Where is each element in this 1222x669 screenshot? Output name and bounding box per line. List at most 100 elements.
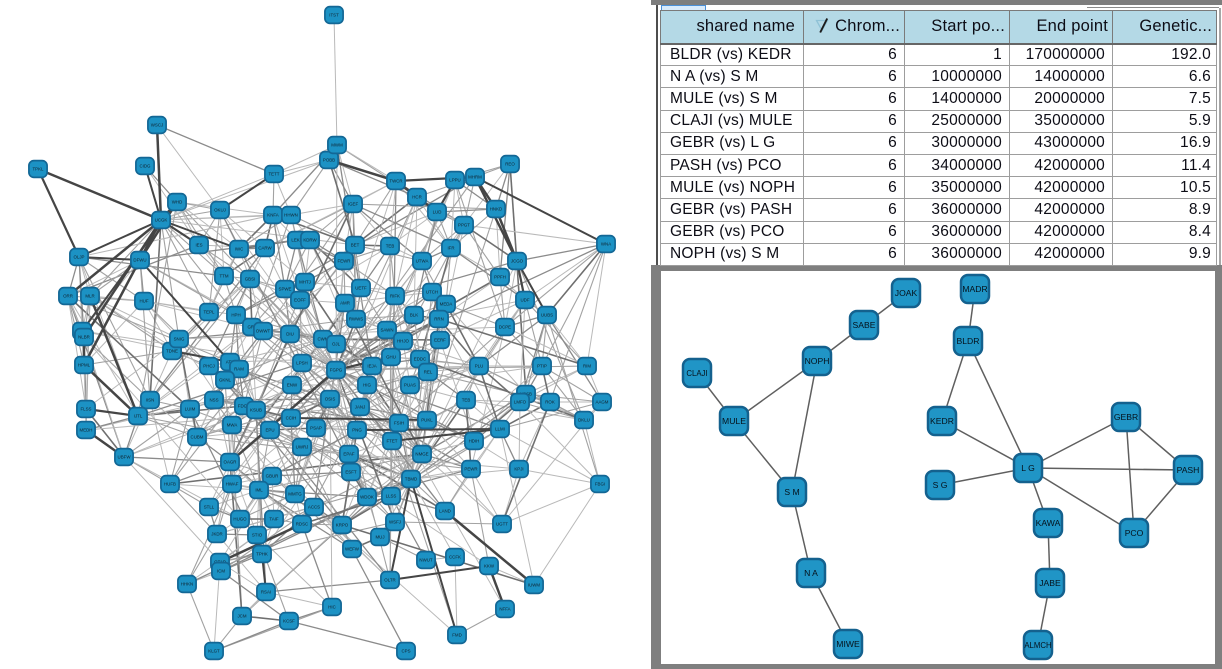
- svg-text:KKW: KKW: [484, 564, 495, 569]
- svg-text:LUIM: LUIM: [185, 407, 196, 412]
- svg-text:GEBR: GEBR: [1114, 412, 1138, 422]
- svg-text:IES: IES: [195, 243, 202, 248]
- svg-text:IWC: IWC: [235, 247, 244, 252]
- svg-text:RRN: RRN: [434, 317, 444, 322]
- svg-text:FGPG: FGPG: [330, 368, 343, 373]
- svg-text:CARW: CARW: [258, 246, 272, 251]
- svg-text:AAGM: AAGM: [596, 400, 609, 405]
- svg-text:NWUT: NWUT: [419, 558, 432, 563]
- svg-text:IJTL: IJTL: [134, 414, 143, 419]
- svg-text:TEB: TEB: [462, 398, 471, 403]
- svg-text:LLMI: LLMI: [495, 427, 505, 432]
- svg-text:CLAJI: CLAJI: [686, 369, 707, 378]
- svg-text:JANJ: JANJ: [355, 405, 366, 410]
- svg-text:CIDG: CIDG: [140, 164, 152, 169]
- svg-text:NSS: NSS: [209, 398, 218, 403]
- svg-text:JOAK: JOAK: [895, 288, 918, 298]
- svg-text:PASH: PASH: [1177, 465, 1200, 475]
- svg-text:UUBS: UUBS: [541, 313, 553, 318]
- svg-text:MEDH: MEDH: [80, 428, 93, 433]
- svg-text:MWA: MWA: [227, 423, 238, 428]
- svg-text:MUJ: MUJ: [375, 535, 384, 540]
- svg-text:TEB: TEB: [386, 244, 395, 249]
- svg-text:CCFK: CCFK: [449, 555, 461, 560]
- svg-text:IML: IML: [255, 488, 263, 493]
- svg-text:GBSI: GBSI: [245, 277, 256, 282]
- svg-text:MLR: MLR: [85, 294, 94, 299]
- svg-text:UETF: UETF: [355, 286, 367, 291]
- svg-text:FTET: FTET: [387, 439, 398, 444]
- svg-text:LPSH: LPSH: [296, 361, 307, 366]
- svg-text:N A: N A: [804, 568, 818, 578]
- svg-text:MMTG: MMTG: [288, 492, 302, 497]
- svg-text:MEDA: MEDA: [440, 302, 453, 307]
- svg-text:DIU: DIU: [286, 332, 294, 337]
- svg-text:PUKL: PUKL: [421, 418, 433, 423]
- svg-text:HHWN: HHWN: [284, 213, 298, 218]
- svg-text:PPGT: PPGT: [458, 223, 470, 228]
- svg-text:MADR: MADR: [962, 284, 987, 294]
- svg-text:GHU: GHU: [386, 355, 396, 360]
- svg-text:WDOK: WDOK: [360, 495, 374, 500]
- svg-text:S G: S G: [933, 480, 948, 490]
- svg-text:KNFA: KNFA: [267, 213, 279, 218]
- svg-text:HCR: HCR: [412, 195, 422, 200]
- svg-text:UCGK: UCGK: [155, 218, 168, 223]
- svg-text:EERF: EERF: [434, 338, 446, 343]
- svg-text:HUFB: HUFB: [164, 482, 176, 487]
- svg-text:HNKD: HNKD: [490, 207, 502, 212]
- svg-text:TPHK: TPHK: [256, 552, 268, 557]
- svg-text:IISN: IISN: [146, 398, 155, 403]
- svg-text:HUF: HUF: [139, 299, 148, 304]
- svg-text:TEPL: TEPL: [204, 310, 216, 315]
- svg-text:LLSS: LLSS: [386, 494, 397, 499]
- svg-text:IGEF: IGEF: [348, 202, 359, 207]
- svg-text:RIM: RIM: [583, 364, 591, 369]
- svg-text:MIWE: MIWE: [836, 639, 860, 649]
- svg-text:EPAF: EPAF: [343, 452, 354, 457]
- svg-text:AMR: AMR: [340, 301, 350, 306]
- svg-text:DKLU: DKLU: [578, 418, 590, 423]
- svg-text:RDSC: RDSC: [296, 522, 308, 527]
- svg-text:TETT: TETT: [269, 172, 280, 177]
- svg-text:ORR: ORR: [63, 294, 73, 299]
- svg-text:L G: L G: [1021, 463, 1035, 473]
- svg-text:SABE: SABE: [853, 320, 876, 330]
- svg-text:BLDR: BLDR: [957, 336, 980, 346]
- svg-text:RIFK: RIFK: [390, 294, 400, 299]
- svg-text:PSAP: PSAP: [310, 426, 322, 431]
- svg-text:UWRJ: UWRJ: [296, 445, 309, 450]
- svg-text:KEDR: KEDR: [930, 416, 954, 426]
- svg-text:ATR: ATR: [226, 360, 234, 365]
- svg-text:OKUJ: OKUJ: [214, 208, 226, 213]
- svg-text:OLJP: OLJP: [74, 255, 85, 260]
- svg-text:JKDR: JKDR: [211, 532, 222, 537]
- svg-text:TAIF: TAIF: [269, 517, 279, 522]
- svg-text:TBMD: TBMD: [405, 477, 417, 482]
- svg-text:BET: BET: [351, 243, 360, 248]
- svg-text:KLGT: KLGT: [208, 649, 220, 654]
- svg-text:MULE: MULE: [722, 416, 746, 426]
- svg-text:HHKN: HHKN: [181, 582, 193, 587]
- svg-text:JCM: JCM: [237, 614, 246, 619]
- svg-text:FEWR: FEWR: [338, 259, 351, 264]
- svg-text:TPKL: TPKL: [33, 167, 45, 172]
- svg-text:KCSF: KCSF: [283, 619, 295, 624]
- svg-text:EOFF: EOFF: [294, 298, 306, 303]
- svg-text:SNIG: SNIG: [174, 337, 185, 342]
- svg-text:HHJO: HHJO: [397, 339, 410, 344]
- svg-text:GKNL: GKNL: [219, 378, 232, 383]
- svg-text:CCIH: CCIH: [286, 416, 297, 421]
- svg-text:KDRW: KDRW: [303, 238, 317, 243]
- svg-text:PCO: PCO: [1125, 528, 1144, 538]
- svg-text:WNA: WNA: [601, 242, 611, 247]
- svg-text:WSFJ: WSFJ: [389, 520, 401, 525]
- svg-text:FMD: FMD: [452, 633, 462, 638]
- svg-text:HWAF: HWAF: [226, 482, 239, 487]
- svg-text:MHTJ: MHTJ: [299, 280, 311, 285]
- svg-text:MWM: MWM: [331, 143, 343, 148]
- svg-text:WSCJ: WSCJ: [151, 123, 163, 128]
- svg-text:TDNE: TDNE: [166, 349, 178, 354]
- svg-text:MHRM: MHRM: [468, 175, 482, 180]
- svg-text:S M: S M: [784, 487, 799, 497]
